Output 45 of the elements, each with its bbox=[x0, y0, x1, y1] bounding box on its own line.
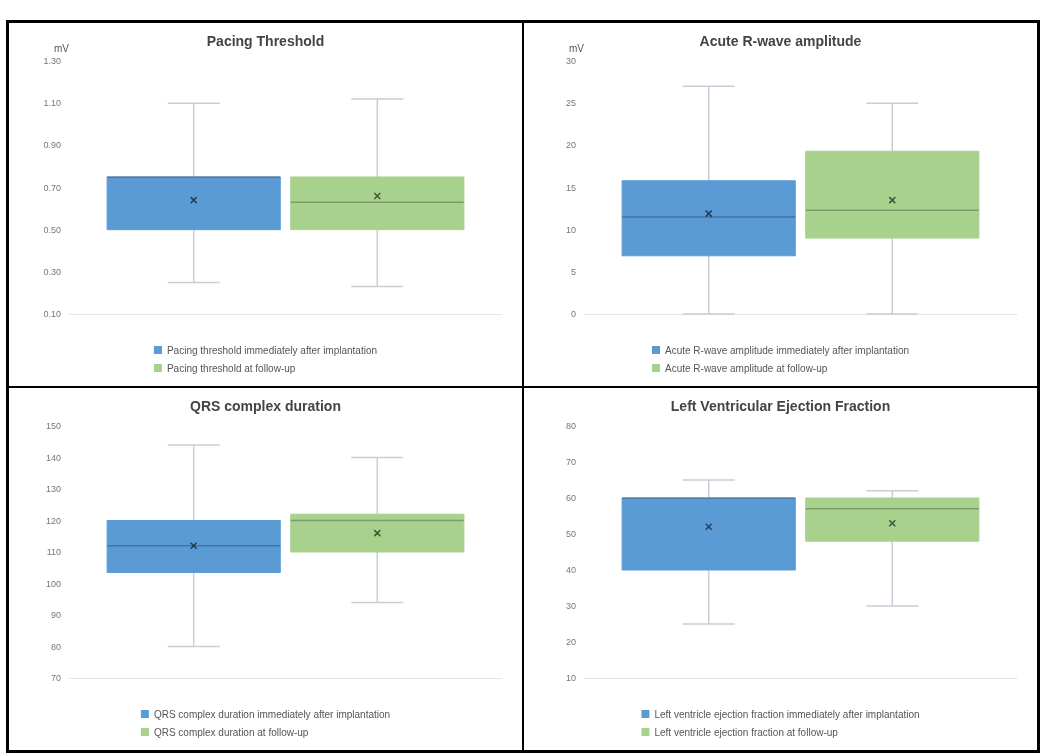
y-tick-label: 1.10 bbox=[43, 98, 61, 109]
y-tick-label: 40 bbox=[565, 565, 576, 575]
y-tick-label: 70 bbox=[565, 457, 576, 467]
y-tick-label: 130 bbox=[45, 484, 61, 494]
legend-label: QRS complex duration immediately after implantation bbox=[153, 708, 391, 720]
chart-title: Left Ventricular Ejection Fraction bbox=[670, 398, 891, 414]
y-axis-title: mV bbox=[569, 42, 585, 54]
y-tick-label: 20 bbox=[565, 140, 576, 151]
y-tick-label: 0.30 bbox=[43, 266, 61, 277]
legend-label: Pacing threshold at follow-up bbox=[166, 362, 296, 374]
y-tick-label: 30 bbox=[565, 601, 576, 611]
y-tick-label: 0.90 bbox=[43, 140, 61, 151]
legend-label: Left ventricle ejection fraction at follow-up bbox=[654, 726, 839, 738]
legend-label: Acute R-wave amplitude at follow-up bbox=[665, 362, 828, 374]
y-tick-label: 10 bbox=[565, 224, 576, 235]
y-tick-label: 0.10 bbox=[43, 309, 61, 319]
legend-label: QRS complex duration at follow-up bbox=[153, 726, 309, 738]
y-tick-label: 0.50 bbox=[43, 224, 61, 235]
y-tick-label: 0.70 bbox=[43, 182, 61, 193]
y-tick-label: 1.30 bbox=[43, 56, 61, 66]
y-tick-label: 5 bbox=[570, 266, 576, 277]
y-tick-label: 10 bbox=[565, 673, 576, 683]
legend-label: Pacing threshold immediately after implantation bbox=[166, 344, 378, 356]
chart-title: QRS complex duration bbox=[190, 398, 341, 414]
y-axis-title: mV bbox=[54, 42, 70, 54]
y-tick-label: 100 bbox=[45, 578, 61, 589]
y-tick-label: 50 bbox=[565, 529, 576, 539]
chart-title: Acute R-wave amplitude bbox=[699, 33, 862, 49]
y-tick-label: 150 bbox=[45, 421, 61, 431]
y-tick-label: 70 bbox=[50, 673, 61, 683]
y-tick-label: 25 bbox=[565, 98, 576, 109]
y-tick-label: 0 bbox=[570, 309, 576, 319]
legend-label: Left ventricle ejection fraction immediately after implantation bbox=[654, 708, 920, 720]
y-tick-label: 20 bbox=[565, 637, 576, 647]
y-tick-label: 30 bbox=[565, 56, 576, 66]
legend-label: Acute R-wave amplitude immediately after implantation bbox=[665, 344, 909, 356]
y-tick-label: 60 bbox=[565, 493, 576, 503]
y-tick-label: 110 bbox=[46, 547, 61, 557]
y-tick-label: 90 bbox=[50, 610, 61, 620]
chart-title: Pacing Threshold bbox=[206, 33, 325, 49]
y-tick-label: 15 bbox=[565, 182, 576, 193]
y-tick-label: 80 bbox=[50, 641, 61, 652]
y-tick-label: 140 bbox=[45, 452, 61, 463]
y-tick-label: 80 bbox=[565, 421, 576, 431]
y-tick-label: 120 bbox=[45, 515, 61, 526]
